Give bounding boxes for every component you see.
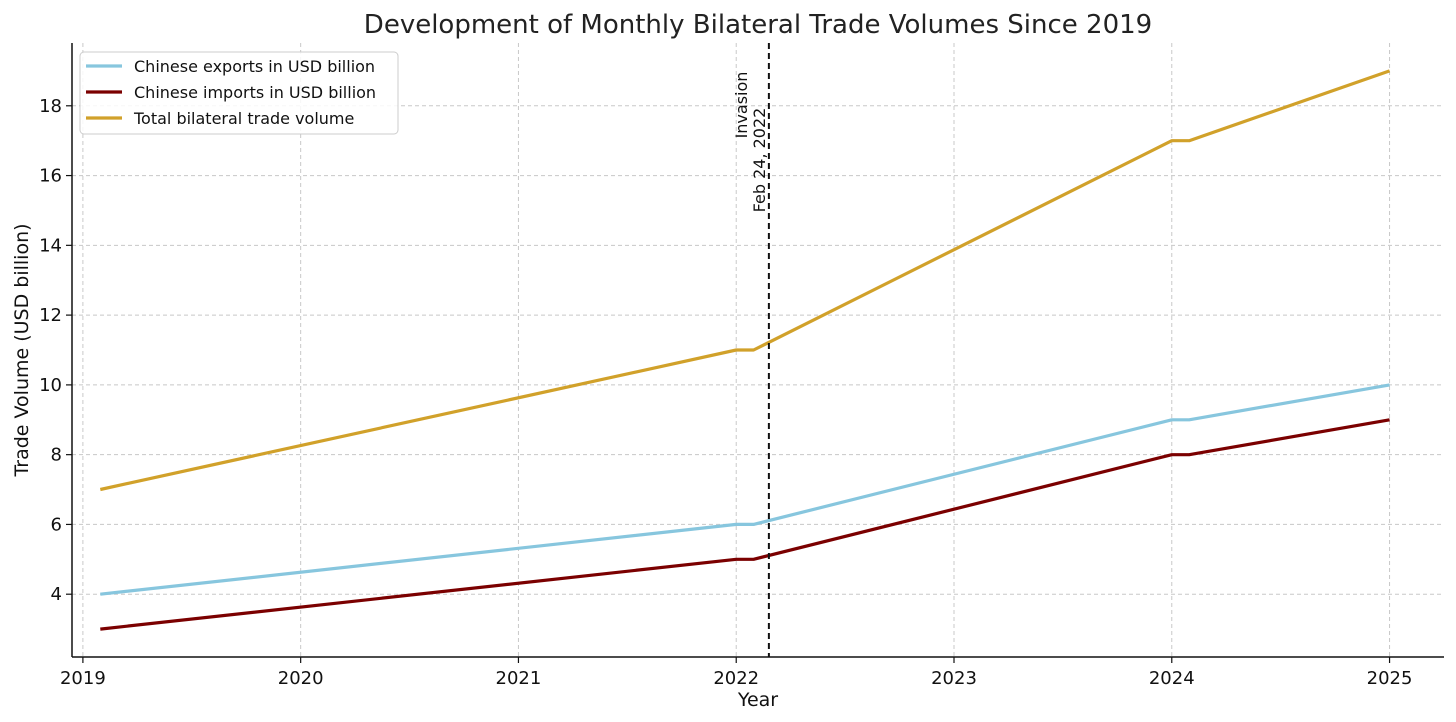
x-tick-label: 2022 [713,668,759,689]
y-tick-label: 8 [51,445,62,466]
legend: Chinese exports in USD billion Chinese im… [79,51,399,135]
x-tick-label: 2025 [1367,668,1413,689]
x-axis-label: Year [737,689,778,711]
x-tick-label: 2021 [496,668,542,689]
x-tick-label: 2023 [931,668,977,689]
x-tick-label: 2020 [278,668,324,689]
invasion-date-label: Feb 24, 2022 [750,108,769,213]
series-line-2 [99,69,1391,492]
y-tick-label: 14 [39,235,62,256]
y-tick-label: 16 [39,166,62,187]
invasion-annotation: Invasion Feb 24, 2022 [732,43,770,657]
y-ticks: 4 6 8 10 12 14 16 18 [39,96,72,605]
series-line-1 [100,418,1390,631]
y-axis-label: Trade Volume (USD billion) [11,223,33,477]
y-tick-label: 4 [51,584,62,605]
series-lines [99,69,1391,631]
x-tick-label: 2024 [1149,668,1195,689]
y-tick-label: 12 [39,305,62,326]
x-tick-label: 2019 [60,668,106,689]
y-tick-label: 10 [39,375,62,396]
y-tick-label: 18 [39,96,62,117]
invasion-label: Invasion [732,72,751,139]
series-line-0 [100,383,1390,596]
legend-box [79,51,399,135]
legend-label-1: Chinese imports in USD billion [134,83,376,102]
legend-label-0: Chinese exports in USD billion [134,57,375,76]
chart-title: Development of Monthly Bilateral Trade V… [364,10,1152,40]
y-tick-label: 6 [51,514,62,535]
legend-label-2: Total bilateral trade volume [133,109,354,128]
x-ticks: 2019 2020 2021 2022 2023 2024 2025 [60,657,1412,689]
